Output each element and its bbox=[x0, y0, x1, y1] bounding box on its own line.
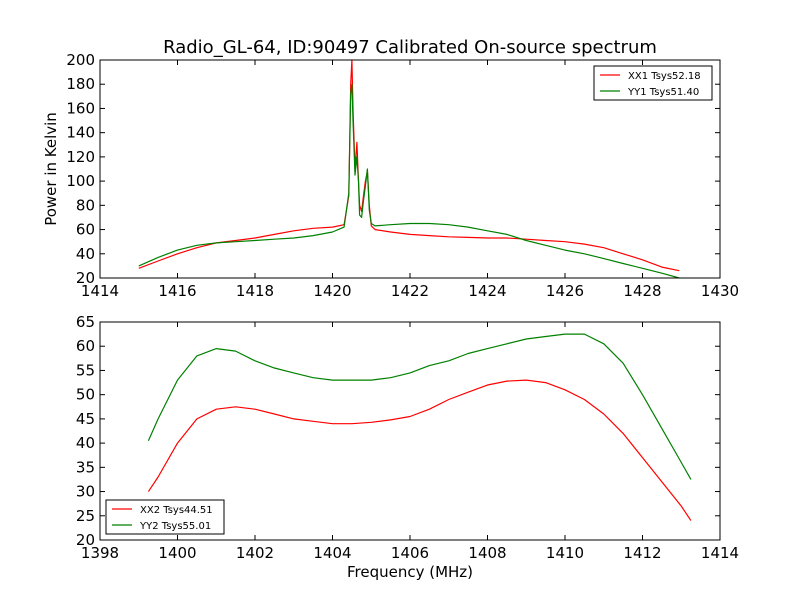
y-tick-label: 100 bbox=[66, 172, 95, 190]
x-tick-label: 1422 bbox=[391, 282, 429, 300]
y-axis-label: Power in Kelvin bbox=[42, 112, 60, 226]
y-tick-label: 60 bbox=[76, 221, 95, 239]
x-tick-label: 1406 bbox=[391, 544, 429, 562]
x-tick-label: 1420 bbox=[313, 282, 351, 300]
y-tick-label: 40 bbox=[76, 245, 95, 263]
x-tick-label: 1412 bbox=[623, 544, 661, 562]
x-tick-label: 1424 bbox=[468, 282, 506, 300]
y-tick-label: 60 bbox=[76, 337, 95, 355]
y-tick-label: 20 bbox=[76, 531, 95, 549]
y-tick-label: 20 bbox=[76, 269, 95, 287]
legend-box bbox=[593, 65, 713, 101]
legend-label: XX1 Tsys52.18 bbox=[628, 71, 701, 82]
y-tick-label: 55 bbox=[76, 361, 95, 379]
y-tick-label: 40 bbox=[76, 434, 95, 452]
series-line-2-2 bbox=[147, 333, 692, 480]
y-tick-label: 25 bbox=[76, 507, 95, 525]
plot-2: 1398 1400 1402 1404 1406 1408 1410 1412 1414 20 25… bbox=[76, 313, 739, 581]
x-tick-label: 1402 bbox=[236, 544, 274, 562]
plot-1: 1414 1416 1418 1420 1422 1424 1426 1428 1430 20 40… bbox=[42, 37, 739, 300]
x-tick-label: 1430 bbox=[701, 282, 739, 300]
y-tick-label: 160 bbox=[66, 99, 95, 117]
legend-label: YY2 Tsys55.01 bbox=[139, 521, 211, 532]
y-tick-label: 120 bbox=[66, 148, 95, 166]
x-tick-label: 1408 bbox=[468, 544, 506, 562]
y-tick-label: 45 bbox=[76, 410, 95, 428]
series-line-1-2 bbox=[138, 83, 680, 279]
x-tick-label: 1414 bbox=[81, 282, 119, 300]
y-tick-label: 140 bbox=[66, 124, 95, 142]
x-tick-label: 1426 bbox=[546, 282, 584, 300]
legend-label: YY1 Tsys51.40 bbox=[627, 87, 699, 98]
x-tick-label: 1410 bbox=[546, 544, 584, 562]
chart-title: Radio_GL-64, ID:90497 Calibrated On-sour… bbox=[163, 37, 657, 58]
x-tick-label: 1418 bbox=[236, 282, 274, 300]
x-tick-label: 1414 bbox=[701, 544, 739, 562]
y-tick-label: 35 bbox=[76, 458, 95, 476]
x-tick-label: 1404 bbox=[313, 544, 351, 562]
y-tick-label: 50 bbox=[76, 386, 95, 404]
y-tick-label: 80 bbox=[76, 196, 95, 214]
series-line-1-1 bbox=[138, 59, 680, 272]
x-tick-label: 1400 bbox=[158, 544, 196, 562]
x-tick-label: 1398 bbox=[81, 544, 119, 562]
series-line-2-1 bbox=[147, 379, 692, 521]
y-tick-label: 65 bbox=[76, 313, 95, 331]
y-tick-label: 30 bbox=[76, 483, 95, 501]
y-tick-label: 200 bbox=[66, 51, 95, 69]
legend-label: XX2 Tsys44.51 bbox=[140, 505, 213, 516]
legend-box bbox=[105, 499, 225, 535]
x-axis-label: Frequency (MHz) bbox=[347, 563, 473, 581]
x-tick-label: 1416 bbox=[158, 282, 196, 300]
x-tick-label: 1428 bbox=[623, 282, 661, 300]
y-tick-label: 180 bbox=[66, 75, 95, 93]
